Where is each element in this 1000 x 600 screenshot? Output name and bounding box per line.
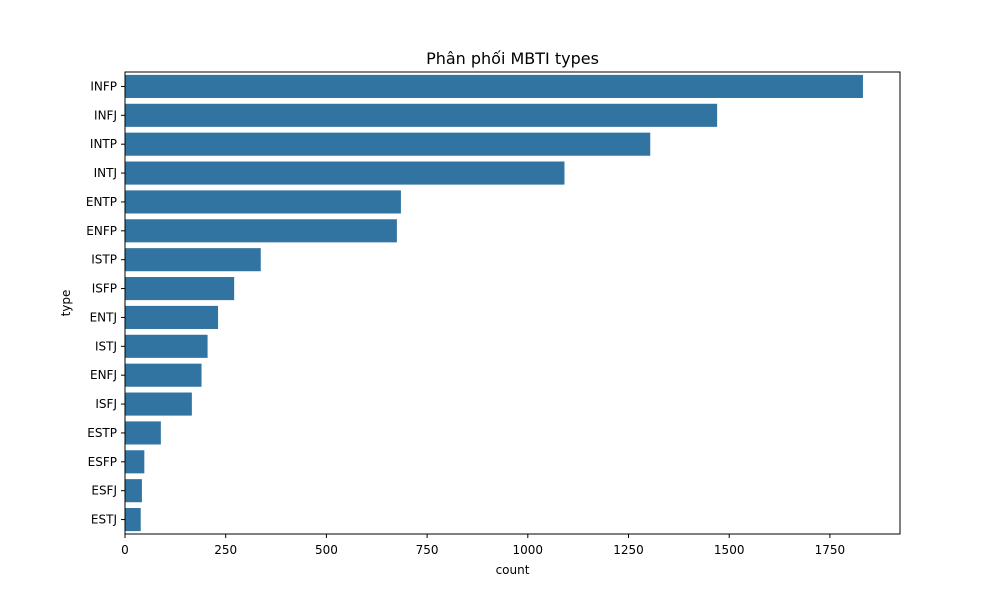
x-tick-label: 1000: [513, 543, 544, 557]
bar-enfp: [125, 219, 397, 243]
x-tick-label: 1250: [613, 543, 644, 557]
x-tick-label: 1500: [714, 543, 745, 557]
bar-entj: [125, 305, 219, 329]
y-tick-label: ISFP: [92, 282, 117, 296]
y-tick-label: INFP: [90, 79, 117, 93]
y-tick-label: ESFJ: [91, 484, 117, 498]
bar-entp: [125, 190, 401, 214]
y-tick-label: ENTP: [86, 195, 117, 209]
bar-esfp: [125, 450, 145, 474]
x-tick-label: 1750: [815, 543, 846, 557]
bar-isfj: [125, 392, 192, 416]
y-tick-label: ENFP: [86, 224, 117, 238]
y-tick-label: ENFJ: [90, 368, 117, 382]
bar-infp: [125, 74, 863, 98]
y-tick-label: ESFP: [88, 455, 117, 469]
y-tick-label: ESTJ: [91, 513, 117, 527]
bar-enfj: [125, 363, 202, 387]
x-tick-label: 750: [416, 543, 439, 557]
y-tick-label: ESTP: [87, 426, 117, 440]
y-tick-label: INTJ: [94, 166, 117, 180]
x-tick-label: 0: [121, 543, 129, 557]
x-tick-label: 250: [214, 543, 237, 557]
x-axis: 0 250 500 750 1000 1250 1500 1750: [121, 534, 845, 557]
bar-intp: [125, 132, 651, 156]
y-tick-label: ISTP: [91, 253, 117, 267]
plot-frame: [124, 71, 901, 535]
x-axis-title: count: [496, 563, 530, 577]
y-axis: INFP INFJ INTP INTJ ENTP ENFP ISTP ISFP ENTJ ISTJ…: [86, 79, 125, 527]
y-tick-label: INTP: [90, 137, 117, 151]
x-tick-label: 500: [315, 543, 338, 557]
bars-group: [125, 74, 863, 532]
bar-esfj: [125, 479, 142, 503]
bar-istp: [125, 248, 261, 272]
bar-istj: [125, 334, 208, 358]
y-tick-label: INFJ: [94, 108, 117, 122]
chart-title: Phân phối MBTI types: [426, 49, 599, 68]
bar-infj: [125, 103, 718, 127]
y-tick-label: ENTJ: [90, 310, 117, 324]
bar-intj: [125, 161, 565, 185]
bar-estj: [125, 508, 141, 532]
y-tick-label: ISTJ: [95, 339, 117, 353]
bar-isfp: [125, 277, 235, 301]
bar-estp: [125, 421, 161, 445]
y-tick-label: ISFJ: [95, 397, 117, 411]
y-axis-title: type: [59, 290, 73, 317]
